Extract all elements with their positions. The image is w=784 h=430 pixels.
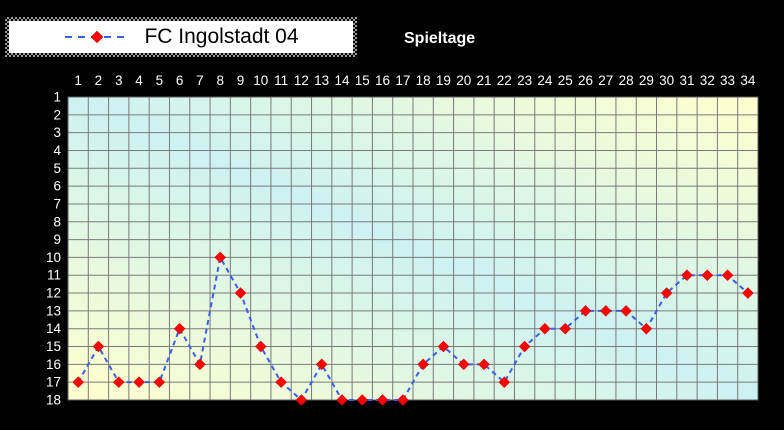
data-point-marker	[275, 376, 287, 389]
data-point-marker	[153, 376, 166, 389]
data-point-marker	[579, 305, 592, 317]
data-point-marker	[640, 322, 653, 335]
x-axis-tick-label: 25	[558, 73, 573, 88]
x-axis-tick-label: 17	[395, 73, 410, 88]
x-axis-tick-label: 8	[216, 73, 224, 88]
data-point-marker	[559, 322, 572, 335]
x-axis-tick-label: 10	[253, 73, 268, 88]
data-point-marker	[396, 394, 409, 406]
y-axis-tick-label: 17	[46, 375, 61, 390]
y-axis-tick-label: 14	[46, 321, 62, 336]
y-axis-tick-label: 11	[47, 268, 61, 283]
y-axis-tick-label: 2	[53, 107, 61, 122]
legend-inner: FC Ingolstadt 04	[9, 21, 353, 53]
x-axis-tick-label: 30	[659, 73, 674, 88]
y-axis-tick-label: 13	[46, 303, 61, 318]
data-point-marker	[437, 340, 450, 353]
data-point-marker	[72, 376, 85, 389]
x-axis-tick-label: 16	[375, 73, 390, 88]
x-axis-tick-label: 5	[156, 73, 164, 88]
x-axis-tick-label: 7	[196, 73, 204, 88]
x-axis-tick-label: 22	[497, 73, 512, 88]
x-axis-tick-label: 27	[598, 73, 613, 88]
y-axis-tick-label: 15	[46, 339, 61, 354]
x-axis-tick-label: 4	[135, 73, 143, 88]
data-point-marker	[660, 287, 673, 299]
x-axis-tick-label: 19	[436, 73, 451, 88]
x-axis-tick-label: 6	[176, 73, 184, 88]
data-point-marker	[417, 358, 430, 371]
data-point-marker	[194, 358, 206, 371]
data-point-marker	[741, 287, 754, 299]
data-point-marker	[356, 394, 369, 406]
data-point-marker	[539, 322, 551, 335]
y-axis-tick-label: 6	[53, 179, 61, 194]
data-point-marker	[457, 358, 470, 371]
data-point-marker	[214, 251, 227, 264]
data-point-marker	[498, 376, 511, 389]
x-axis-tick-label: 9	[237, 73, 245, 88]
data-point-marker	[478, 358, 490, 371]
y-axis-tick-label: 16	[46, 357, 61, 372]
x-axis-tick-label: 13	[314, 73, 329, 88]
data-point-marker	[234, 287, 247, 299]
y-axis-tick-label: 10	[46, 250, 61, 265]
data-point-marker	[336, 394, 348, 406]
y-axis-tick-label: 1	[53, 90, 61, 105]
y-axis-tick-label: 5	[53, 161, 61, 176]
x-axis-tick-label: 26	[578, 73, 593, 88]
x-axis-tick-label: 2	[95, 73, 103, 88]
x-axis-tick-label: 15	[355, 73, 370, 88]
data-point-marker	[133, 376, 145, 389]
data-point-marker	[92, 340, 105, 353]
x-axis-tick-label: 28	[619, 73, 634, 88]
legend-series-marker-icon	[65, 31, 130, 43]
data-point-marker	[254, 340, 267, 353]
x-axis-tick-label: 24	[537, 73, 553, 88]
x-axis-tick-label: 20	[456, 73, 471, 88]
x-axis-tick-label: 32	[700, 73, 715, 88]
x-axis-tick-label: 14	[334, 73, 350, 88]
chart-legend: FC Ingolstadt 04	[5, 17, 357, 57]
y-axis-tick-label: 18	[46, 393, 61, 408]
x-axis-tick-label: 29	[639, 73, 654, 88]
data-point-marker	[681, 269, 693, 282]
y-axis-tick-label: 3	[53, 125, 61, 140]
series-line	[77, 254, 749, 402]
data-point-marker	[599, 305, 612, 317]
y-axis-tick-label: 8	[53, 214, 61, 229]
data-point-marker	[620, 305, 632, 317]
data-point-marker	[701, 269, 714, 282]
x-axis-tick-label: 34	[740, 73, 756, 88]
x-axis-tick-label: 1	[74, 73, 82, 88]
data-point-marker	[315, 358, 328, 371]
x-axis-tick-label: 33	[720, 73, 735, 88]
data-point-marker	[295, 394, 308, 406]
y-axis-tick-label: 4	[53, 143, 61, 158]
data-point-marker	[518, 340, 531, 353]
data-point-marker	[376, 394, 389, 406]
data-point-marker	[721, 269, 734, 282]
x-axis-tick-label: 21	[477, 73, 492, 88]
y-axis-tick-label: 7	[53, 196, 61, 211]
data-point-marker	[173, 322, 186, 335]
plot-border	[67, 96, 759, 401]
y-axis-tick-label: 12	[46, 286, 61, 301]
y-axis-tick-label: 9	[53, 232, 61, 247]
x-axis-tick-label: 3	[115, 73, 123, 88]
x-axis-tick-label: 11	[274, 73, 288, 88]
legend-series-label: FC Ingolstadt 04	[144, 25, 299, 48]
x-axis-tick-label: 18	[416, 73, 431, 88]
x-axis-tick-label: 31	[679, 73, 694, 88]
data-point-marker	[112, 376, 125, 389]
x-axis-tick-label: 23	[517, 73, 532, 88]
x-axis-tick-label: 12	[294, 73, 309, 88]
chart-title: Spieltage	[404, 30, 476, 47]
